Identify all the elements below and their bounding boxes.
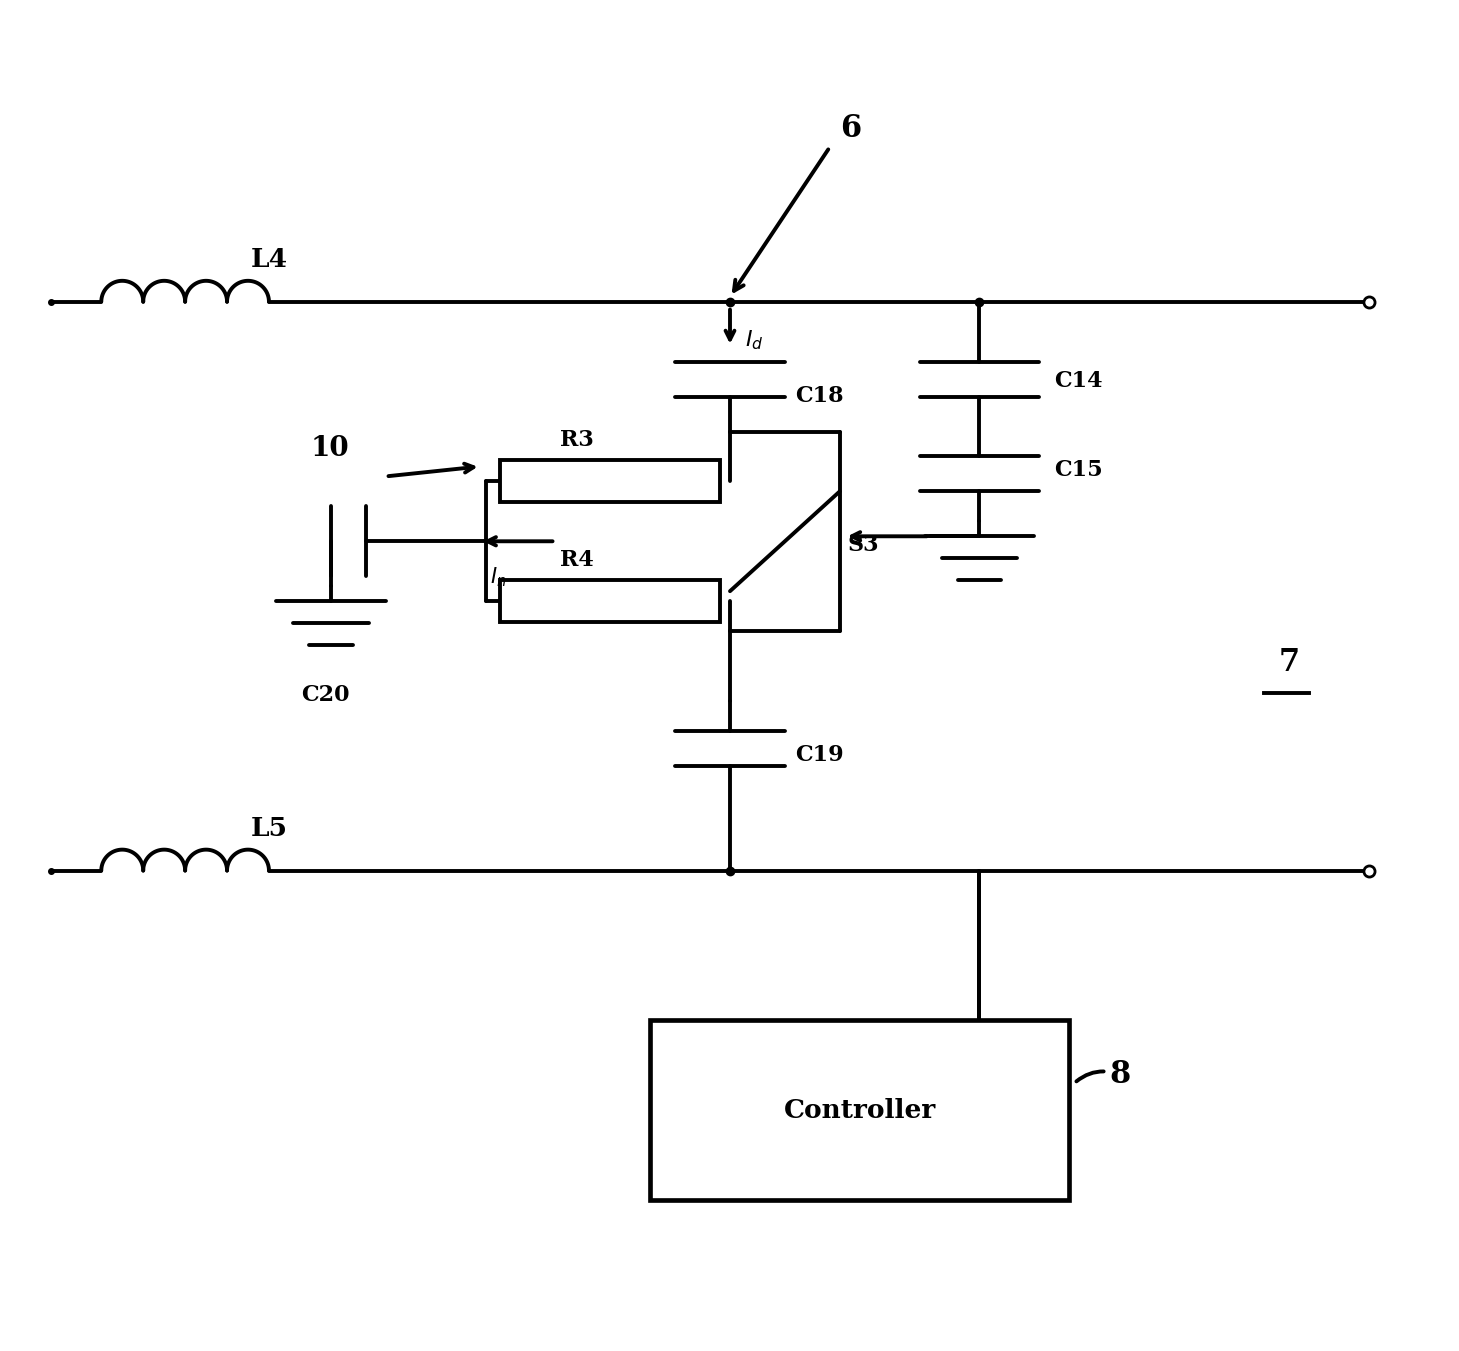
Text: L5: L5 <box>251 816 287 840</box>
Bar <box>500 580 721 621</box>
Text: R3: R3 <box>560 430 594 451</box>
Text: C19: C19 <box>795 744 843 766</box>
Text: $I_d$: $I_d$ <box>746 328 763 353</box>
Text: C15: C15 <box>1055 459 1103 481</box>
Text: R4: R4 <box>560 550 594 571</box>
Text: C18: C18 <box>795 385 843 407</box>
Text: 10: 10 <box>311 435 350 462</box>
Text: L4: L4 <box>251 247 287 272</box>
Bar <box>500 461 721 503</box>
Text: 6: 6 <box>840 113 861 145</box>
Text: Controller: Controller <box>783 1097 935 1123</box>
Text: $I_n$: $I_n$ <box>490 565 506 589</box>
Text: C20: C20 <box>301 684 349 707</box>
Text: C14: C14 <box>1055 370 1103 392</box>
Text: 8: 8 <box>1077 1059 1131 1090</box>
Text: S3: S3 <box>848 534 880 557</box>
Text: 7: 7 <box>1280 647 1300 678</box>
Bar <box>651 1020 1069 1200</box>
